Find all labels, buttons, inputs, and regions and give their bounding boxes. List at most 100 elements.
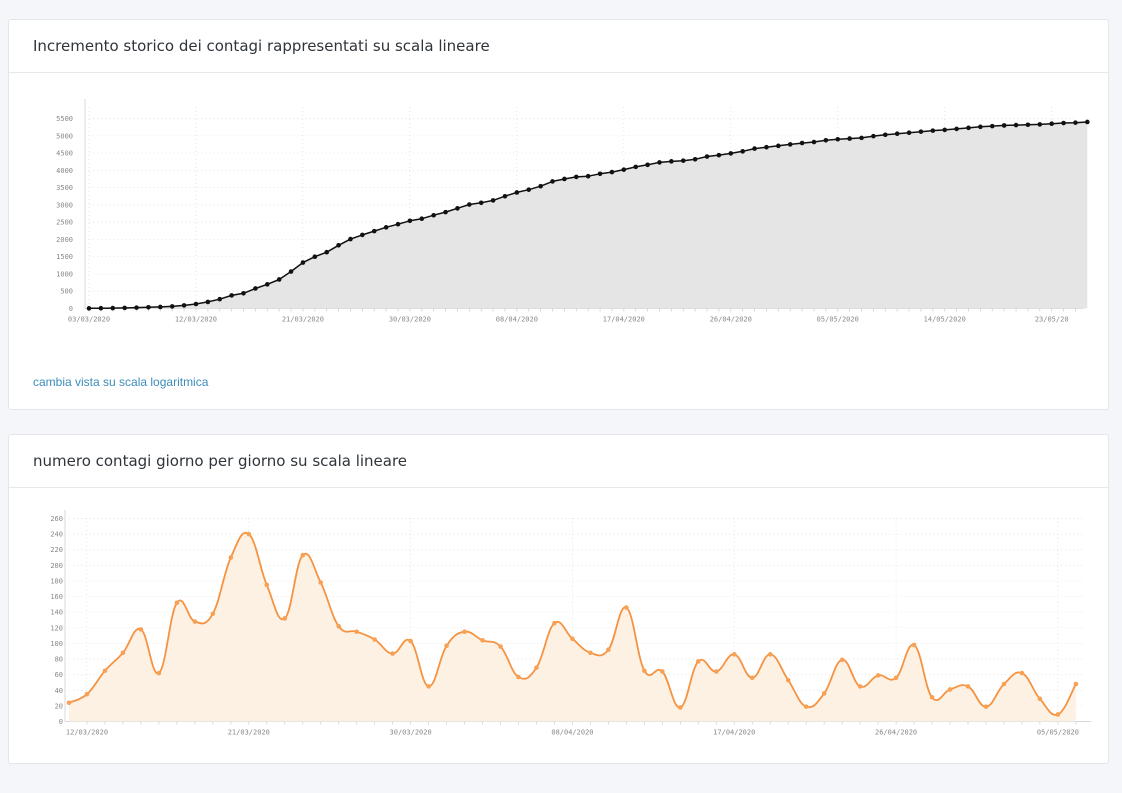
data-point xyxy=(767,652,773,657)
data-point xyxy=(799,140,805,146)
y-tick-label: 240 xyxy=(50,531,63,539)
y-tick-label: 3000 xyxy=(56,201,73,209)
data-point xyxy=(156,670,162,676)
data-point xyxy=(174,600,180,606)
y-tick-label: 260 xyxy=(50,515,63,523)
cumulative-panel-header: Incremento storico dei contagi rappresen… xyxy=(9,20,1108,73)
data-point xyxy=(98,305,104,311)
data-point xyxy=(146,304,151,310)
y-tick-label: 120 xyxy=(50,624,63,632)
data-point xyxy=(1049,121,1054,127)
y-tick-label: 4500 xyxy=(56,150,73,158)
data-point xyxy=(893,675,899,681)
data-point xyxy=(372,637,377,642)
data-point xyxy=(419,216,425,221)
daily-panel-title: numero contagi giorno per giorno su scal… xyxy=(33,452,408,470)
data-point xyxy=(906,130,912,135)
data-point xyxy=(821,691,827,696)
data-point xyxy=(752,146,757,151)
data-point xyxy=(181,303,187,308)
data-point xyxy=(443,209,448,215)
data-point xyxy=(169,304,175,309)
y-tick-label: 100 xyxy=(50,640,63,648)
y-tick-label: 1000 xyxy=(56,270,73,278)
data-point xyxy=(318,580,324,585)
data-point xyxy=(787,142,793,147)
x-tick-label: 17/04/2020 xyxy=(603,316,645,324)
data-point xyxy=(929,694,935,700)
data-point xyxy=(835,136,841,142)
x-tick-label: 17/04/2020 xyxy=(713,729,755,737)
y-tick-label: 0 xyxy=(59,718,63,726)
data-point xyxy=(534,665,539,670)
data-point xyxy=(728,151,734,156)
data-point xyxy=(1073,120,1078,125)
data-point xyxy=(134,305,139,310)
y-tick-label: 4000 xyxy=(56,167,73,175)
data-point xyxy=(502,193,508,199)
data-point xyxy=(514,190,520,195)
data-point xyxy=(669,159,674,164)
data-point xyxy=(138,627,144,632)
data-point xyxy=(954,126,959,132)
y-tick-label: 3500 xyxy=(56,184,73,192)
data-point xyxy=(84,691,90,697)
data-point xyxy=(498,644,503,649)
data-point xyxy=(947,687,953,692)
x-tick-label: 08/04/2020 xyxy=(496,316,538,324)
data-point xyxy=(1055,712,1061,717)
data-point xyxy=(395,221,401,227)
data-point xyxy=(455,206,460,211)
data-point xyxy=(704,154,710,159)
x-tick-label: 26/04/2020 xyxy=(710,316,752,324)
data-point xyxy=(407,218,413,224)
data-point xyxy=(585,173,591,179)
data-point xyxy=(847,136,852,141)
data-point xyxy=(1013,122,1019,128)
data-point xyxy=(158,304,163,310)
cumulative-panel-title: Incremento storico dei contagi rappresen… xyxy=(33,37,490,55)
data-point xyxy=(1001,681,1007,687)
data-point xyxy=(645,162,650,168)
x-tick-label: 30/03/2020 xyxy=(390,729,432,737)
data-point xyxy=(246,531,252,537)
x-tick-label: 08/04/2020 xyxy=(551,729,593,737)
x-tick-label: 12/03/2020 xyxy=(66,729,108,737)
y-tick-label: 80 xyxy=(55,656,63,664)
y-tick-label: 5000 xyxy=(56,132,73,140)
data-point xyxy=(360,232,365,238)
data-point xyxy=(526,187,532,192)
data-point xyxy=(490,198,496,203)
y-tick-label: 180 xyxy=(50,577,63,585)
data-point xyxy=(550,179,555,184)
data-point xyxy=(253,286,258,291)
data-point xyxy=(122,305,127,311)
y-tick-label: 200 xyxy=(50,562,63,570)
data-point xyxy=(282,616,288,621)
data-point xyxy=(713,669,719,674)
y-tick-label: 220 xyxy=(50,546,63,554)
data-point xyxy=(573,174,579,180)
x-tick-label: 12/03/2020 xyxy=(175,316,217,324)
data-point xyxy=(764,144,769,150)
data-point xyxy=(192,619,198,624)
y-tick-label: 60 xyxy=(55,671,63,679)
data-point xyxy=(462,629,467,635)
data-point xyxy=(1037,696,1043,702)
x-tick-label: 05/05/2020 xyxy=(817,316,859,324)
y-tick-label: 2000 xyxy=(56,236,73,244)
data-point xyxy=(390,651,395,656)
data-point xyxy=(588,650,593,656)
data-point xyxy=(942,127,948,133)
data-point xyxy=(570,636,575,642)
data-point xyxy=(444,643,449,649)
y-tick-label: 160 xyxy=(50,593,63,601)
log-scale-toggle-link[interactable]: cambia vista su scala logaritmica xyxy=(33,375,209,389)
data-point xyxy=(1019,670,1025,676)
data-point xyxy=(696,659,701,664)
data-point xyxy=(480,637,485,643)
data-point xyxy=(785,677,791,683)
y-tick-label: 1500 xyxy=(56,253,73,261)
data-point xyxy=(228,555,234,560)
data-point xyxy=(348,236,353,242)
